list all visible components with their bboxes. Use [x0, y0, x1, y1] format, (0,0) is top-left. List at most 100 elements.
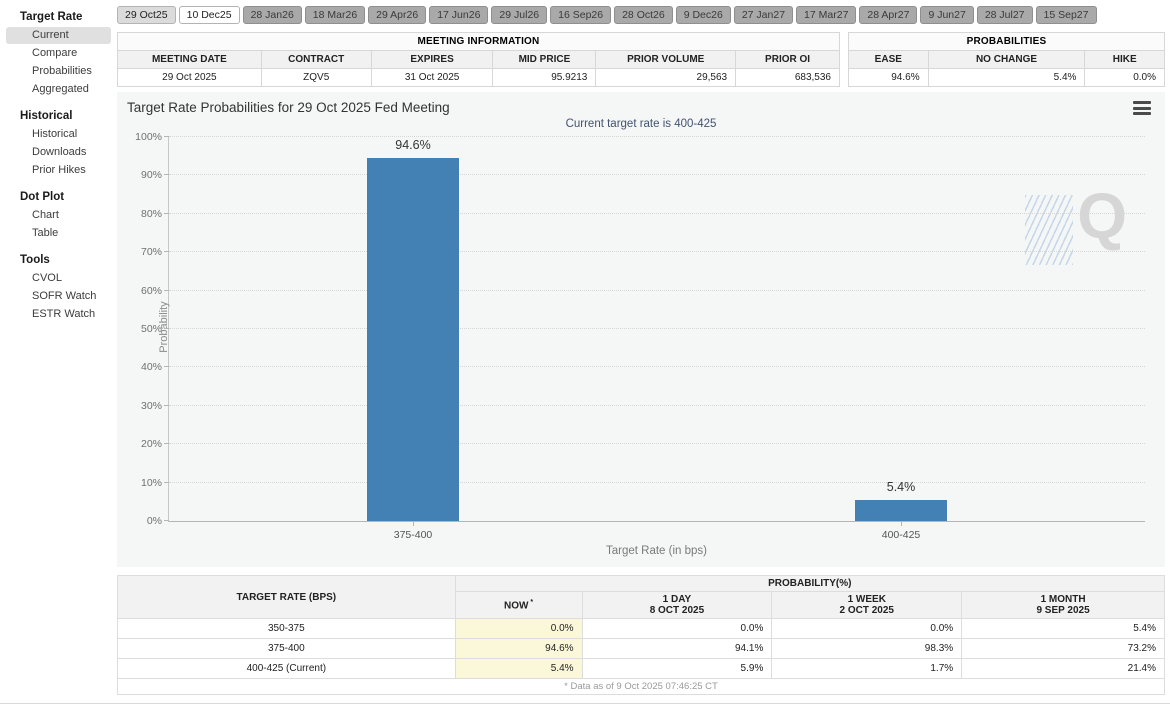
sidebar-item-chart[interactable]: Chart	[32, 209, 59, 221]
y-tick-label-30: 30%	[140, 399, 162, 412]
meeting-tab-9-jun27[interactable]: 9 Jun27	[920, 6, 974, 24]
probability-history-tbody: TARGET RATE (BPS) PROBABILITY(%) NOW * 1 DA…	[117, 575, 1166, 695]
history-col-now: NOW *	[454, 591, 583, 619]
meeting-tab-28-apr27[interactable]: 28 Apr27	[859, 6, 918, 24]
y-tick-label-0: 0%	[146, 515, 162, 527]
y-tick-label-80: 80%	[140, 207, 162, 220]
sidebar-item-prior-hikes[interactable]: Prior Hikes	[32, 164, 86, 176]
y-tick-80	[164, 212, 169, 214]
chart-hamburger-menu-icon[interactable]	[1133, 101, 1151, 115]
sidebar-item-compare[interactable]: Compare	[32, 47, 78, 59]
probabilities-header-2: HIKE	[1084, 50, 1165, 69]
gridline-40	[169, 366, 1145, 368]
meeting-tab-28-oct26[interactable]: 28 Oct26	[614, 6, 673, 24]
meeting-info-values: 29 Oct 2025 ZQV5 31 Oct 2025 95.9213 29,563 6…	[117, 68, 840, 87]
history-row-350-375: 350-375 0.0% 0.0% 0.0% 5.4%	[117, 618, 1165, 639]
history-rate-350-375: 350-375	[117, 618, 456, 639]
sidebar-item-probabilities[interactable]: Probabilities	[32, 65, 92, 77]
meeting-info-header-2: EXPIRES	[370, 50, 494, 69]
meeting-tab-29-jul26[interactable]: 29 Jul26	[491, 6, 548, 24]
meeting-info-header-5: PRIOR OI	[735, 50, 840, 69]
meeting-tab-17-jun26[interactable]: 17 Jun26	[429, 6, 489, 24]
history-value-400-425-current-1: 5.9%	[581, 658, 773, 679]
bar-chart-plot-area: Probability Q 0% 10% 20% 30% 40% 50% 60% 70% 80%…	[135, 131, 1145, 541]
x-category-label-400-425: 400-425	[881, 529, 921, 541]
data-as-of-footnote: * Data as of 9 Oct 2025 07:46:25 CT	[117, 678, 1165, 695]
meeting-tab-29-apr26[interactable]: 29 Apr26	[368, 6, 427, 24]
meeting-info-value-1: ZQV5	[260, 68, 372, 87]
meeting-info-header-0: MEETING DATE	[117, 50, 262, 69]
meeting-information-table: MEETING INFORMATION MEETING DATE CONTRACT…	[117, 32, 840, 87]
history-value-375-400-0: 94.6%	[454, 638, 583, 659]
history-value-350-375-2: 0.0%	[771, 618, 963, 639]
chart-subtitle: Current target rate is 400-425	[565, 118, 717, 130]
gridline-10	[169, 481, 1145, 483]
probabilities-value-2: 0.0%	[1084, 68, 1165, 87]
probabilities-header-0: EASE	[848, 50, 929, 69]
probabilities-header-1: NO CHANGE	[927, 50, 1086, 69]
meeting-tab-15-sep27[interactable]: 15 Sep27	[1035, 6, 1097, 24]
bar-slot-400-425: 5.4%	[855, 480, 947, 521]
meeting-tab-18-mar26[interactable]: 18 Mar26	[304, 6, 366, 24]
history-value-350-375-1: 0.0%	[581, 618, 773, 639]
meeting-tab-10-dec25[interactable]: 10 Dec25	[178, 6, 240, 24]
meeting-info-header-1: CONTRACT	[260, 50, 372, 69]
sidebar-section-tools: Tools	[20, 254, 50, 266]
history-row-375-400: 375-400 94.6% 94.1% 98.3% 73.2%	[117, 638, 1165, 659]
bar-375-400	[367, 157, 459, 521]
y-tick-0	[164, 520, 169, 521]
y-tick-90	[164, 174, 169, 176]
gridline-30	[169, 404, 1145, 406]
sidebar-item-table[interactable]: Table	[32, 227, 59, 239]
gridline-60	[169, 289, 1145, 291]
sidebar-item-current[interactable]: Current	[6, 27, 111, 44]
meeting-info-value-4: 29,563	[595, 68, 737, 87]
meeting-info-header-3: MID PRICE	[492, 50, 597, 69]
history-value-400-425-current-0: 5.4%	[454, 658, 583, 679]
history-header-row-1: TARGET RATE (BPS) PROBABILITY(%)	[117, 575, 1166, 619]
meeting-info-title: MEETING INFORMATION	[117, 32, 840, 51]
meeting-tab-29-oct25[interactable]: 29 Oct25	[117, 6, 176, 24]
y-tick-label-50: 50%	[140, 323, 162, 335]
gridline-80	[169, 212, 1145, 214]
meeting-info-headers: MEETING DATE CONTRACT EXPIRES MID PRICE PRIO…	[117, 50, 840, 69]
meeting-tab-28-jul27[interactable]: 28 Jul27	[976, 6, 1033, 24]
chart-title: Target Rate Probabilities for 29 Oct 202…	[127, 100, 450, 115]
history-col-1-month: 1 MONTH 9 SEP 2025	[961, 591, 1165, 619]
meeting-tab-16-sep26[interactable]: 16 Sep26	[550, 6, 612, 24]
gridline-70	[169, 251, 1145, 253]
history-value-350-375-3: 5.4%	[961, 618, 1165, 639]
probabilities-value-0: 94.6%	[848, 68, 929, 87]
meeting-info-value-2: 31 Oct 2025	[370, 68, 494, 87]
sidebar-item-historical[interactable]: Historical	[32, 128, 78, 140]
sidebar-nav: Target Rate Current Compare Probabilities Ag…	[0, 0, 117, 705]
meeting-tab-17-mar27[interactable]: 17 Mar27	[796, 6, 857, 24]
history-header-row-2: NOW * 1 DAY 8 OCT 2025 1 WEEK 2 OCT 2025 1 MO…	[118, 591, 1165, 619]
meeting-tab-28-jan26[interactable]: 28 Jan26	[242, 6, 302, 24]
history-footnote-row: * Data as of 9 Oct 2025 07:46:25 CT	[117, 678, 1165, 695]
history-rate-375-400: 375-400	[117, 638, 456, 659]
y-tick-20	[164, 443, 169, 445]
sidebar-item-aggregated[interactable]: Aggregated	[32, 83, 89, 95]
y-tick-60	[164, 289, 169, 291]
sidebar-item-cvol[interactable]: CVOL	[32, 272, 62, 284]
meeting-tab-27-jan27[interactable]: 27 Jan27	[733, 6, 794, 24]
bar-400-425	[855, 500, 947, 521]
meeting-info-value-5: 683,536	[735, 68, 840, 87]
probabilities-headers: EASE NO CHANGE HIKE	[848, 50, 1165, 69]
probabilities-title: PROBABILITIES	[848, 32, 1165, 51]
target-rate-chart-panel: Target Rate Probabilities for 29 Oct 202…	[117, 92, 1165, 567]
history-value-375-400-3: 73.2%	[961, 638, 1165, 659]
sidebar-item-estr-watch[interactable]: ESTR Watch	[32, 308, 96, 320]
history-value-375-400-2: 98.3%	[771, 638, 963, 659]
quikstrike-watermark-hatch	[1025, 195, 1073, 265]
sidebar-item-downloads[interactable]: Downloads	[32, 146, 87, 158]
history-value-400-425-current-3: 21.4%	[961, 658, 1165, 679]
quikstrike-watermark: Q	[1077, 180, 1127, 252]
bar-slot-375-400: 94.6%	[367, 138, 459, 521]
y-tick-label-60: 60%	[140, 284, 162, 297]
history-row-400-425-current: 400-425 (Current) 5.4% 5.9% 1.7% 21.4%	[117, 658, 1165, 679]
sidebar-item-sofr-watch[interactable]: SOFR Watch	[32, 290, 97, 302]
meeting-tab-9-dec26[interactable]: 9 Dec26	[675, 6, 731, 24]
